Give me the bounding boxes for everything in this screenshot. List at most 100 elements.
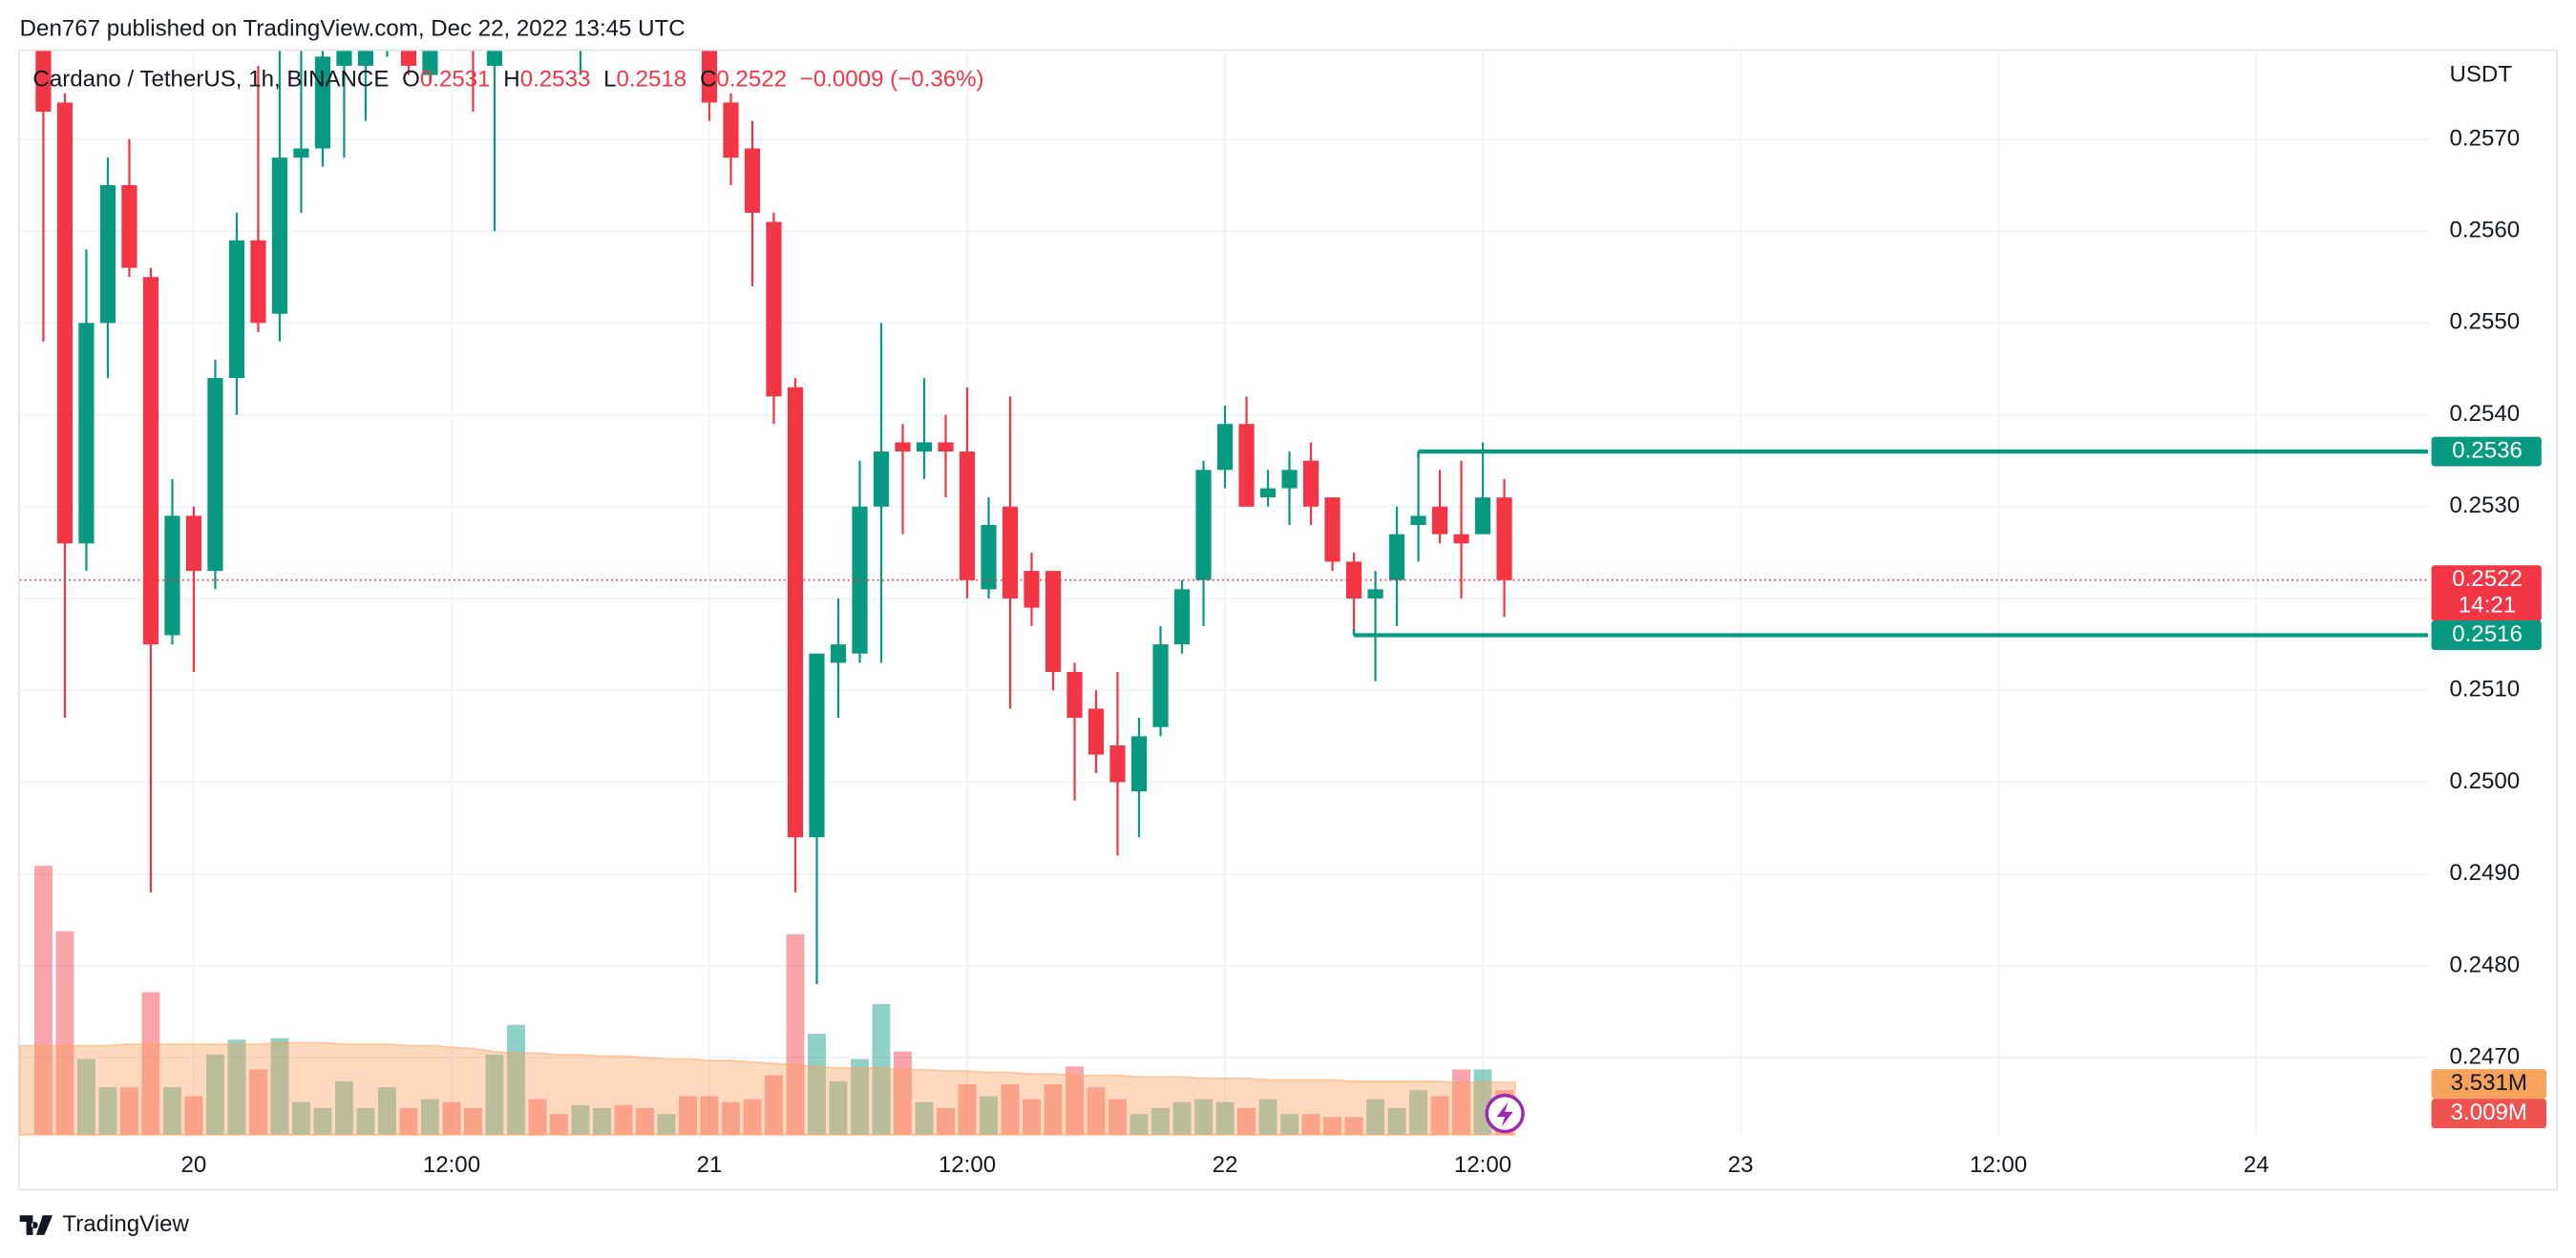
x-tick-label: 12:00 xyxy=(423,1152,480,1178)
volume-bar xyxy=(1323,1117,1341,1135)
x-tick-label: 12:00 xyxy=(939,1152,996,1178)
volume-bar xyxy=(1194,1099,1213,1135)
volume-bar xyxy=(700,1096,719,1135)
volume-bar xyxy=(1087,1087,1106,1135)
candle-body xyxy=(1045,571,1062,672)
x-tick-label: 20 xyxy=(181,1152,207,1178)
candle-body xyxy=(56,102,74,544)
volume-bar xyxy=(55,931,74,1135)
logo-mark xyxy=(19,1215,53,1235)
level-label: 0.2516 xyxy=(2452,621,2523,647)
volume-bar xyxy=(464,1107,482,1135)
volume-last-label: 3.009M xyxy=(2451,1100,2527,1125)
volume-bar xyxy=(313,1107,332,1135)
candle-body xyxy=(164,515,180,636)
candle-body xyxy=(1281,470,1298,489)
candle-body xyxy=(916,442,933,452)
volume-bar xyxy=(485,1054,504,1135)
volume-bar xyxy=(1409,1090,1427,1135)
volume-bar xyxy=(119,1087,138,1135)
volume-bar xyxy=(786,933,805,1135)
volume-bar xyxy=(743,1099,762,1135)
last-price-box xyxy=(2431,565,2542,621)
y-tick-label: 0.2530 xyxy=(2449,493,2520,518)
volume-bar xyxy=(162,1087,181,1135)
volume-bar xyxy=(1387,1107,1406,1135)
volume-bar xyxy=(1237,1107,1256,1135)
volume-bar xyxy=(1066,1066,1084,1135)
y-tick-label: 0.2480 xyxy=(2449,952,2520,977)
candle-body xyxy=(1024,571,1040,608)
candle-body xyxy=(938,442,954,452)
volume-bar xyxy=(378,1087,396,1135)
ohlc-value: 0.2518 xyxy=(617,67,687,93)
candle-body xyxy=(78,323,95,544)
volume-bar xyxy=(442,1101,461,1135)
candle-body xyxy=(1324,497,1341,562)
candle-body xyxy=(1109,744,1126,783)
ohlc-key: C xyxy=(700,67,716,93)
footer-logo[interactable]: TradingView xyxy=(19,1211,190,1237)
volume-bar xyxy=(1023,1099,1041,1135)
volume-bar xyxy=(1280,1114,1299,1135)
volume-bar xyxy=(335,1080,353,1135)
volume-bar xyxy=(915,1101,934,1135)
candle-body xyxy=(357,51,374,66)
candle-body xyxy=(1302,460,1320,507)
ohlc-value: 0.2522 xyxy=(716,67,787,93)
ohlc-value: 0.2531 xyxy=(420,67,491,93)
candle-body xyxy=(981,525,997,590)
countdown: 14:21 xyxy=(2459,593,2516,619)
volume-bar xyxy=(1044,1084,1063,1135)
volume-bar xyxy=(614,1104,633,1135)
candle-body xyxy=(508,0,523,2)
candle-body xyxy=(1130,736,1148,792)
candle-body xyxy=(35,51,52,113)
candle-body xyxy=(400,51,417,66)
chart-frame xyxy=(17,49,2559,1191)
candle-body xyxy=(1496,497,1512,580)
volume-bar xyxy=(1301,1114,1320,1135)
brand: TradingView xyxy=(62,1211,189,1237)
volume-bar xyxy=(894,1051,912,1135)
candle-body xyxy=(142,277,159,645)
volume-bar xyxy=(356,1107,375,1135)
candle-body xyxy=(1173,589,1191,645)
candle-body xyxy=(895,442,911,452)
candle-body xyxy=(701,51,718,103)
candle-body xyxy=(99,185,116,324)
y-tick-label: 0.2470 xyxy=(2449,1043,2520,1069)
volume-bar xyxy=(248,1069,267,1135)
candle-body xyxy=(680,0,695,10)
ohlc-value: 0.2533 xyxy=(520,67,591,93)
published-note: Den767 published on TradingView.com, Dec… xyxy=(20,15,686,41)
candle-body xyxy=(185,515,202,572)
volume-bar xyxy=(1452,1069,1470,1135)
volume-bar xyxy=(184,1096,203,1135)
axes: 0.24700.24800.24900.25000.25100.25200.25… xyxy=(181,125,2546,1178)
candle-body xyxy=(1216,424,1234,471)
y-tick-label: 0.2490 xyxy=(2449,860,2520,886)
volume-ma-label: 3.531M xyxy=(2451,1070,2527,1096)
x-tick-label: 22 xyxy=(1213,1152,1238,1178)
volume-bar xyxy=(98,1087,117,1135)
volume-bar xyxy=(1344,1117,1363,1135)
replay-icon[interactable] xyxy=(1485,1093,1525,1134)
volume-bar xyxy=(657,1114,676,1135)
volume-bar xyxy=(937,1107,955,1135)
volume-bar xyxy=(593,1107,611,1135)
candle-body xyxy=(1066,671,1083,719)
volume-ma-area xyxy=(18,1041,1516,1136)
volume-bar xyxy=(421,1099,439,1135)
candle-body xyxy=(314,56,331,149)
candle-body xyxy=(1002,506,1019,599)
candle-body xyxy=(830,644,847,663)
volume-bar xyxy=(227,1039,246,1135)
candle-body xyxy=(1388,534,1405,580)
level-label: 0.2536 xyxy=(2452,437,2523,463)
volume-bar xyxy=(1172,1101,1192,1135)
volume-bar xyxy=(980,1096,998,1135)
volume-bar xyxy=(141,992,160,1135)
candle-body xyxy=(723,102,739,158)
